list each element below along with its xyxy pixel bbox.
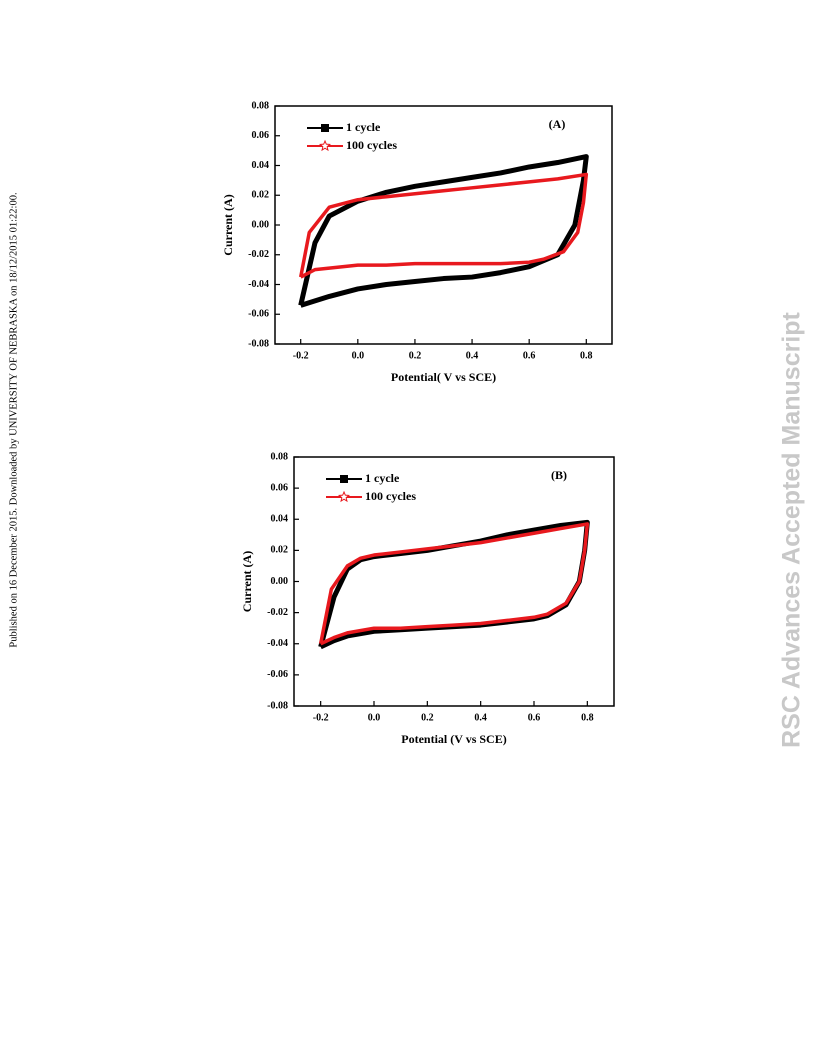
x-tick-label: 0.4	[466, 350, 479, 361]
watermark: RSC Advances Accepted Manuscript	[778, 311, 806, 747]
y-tick-label: -0.06	[267, 669, 288, 680]
side-note: Published on 16 December 2015. Downloade…	[8, 192, 19, 647]
x-tick-label: -0.2	[293, 350, 309, 361]
y-tick-label: -0.08	[267, 700, 288, 711]
cv-curve	[298, 172, 589, 279]
y-tick-label: 0.00	[252, 219, 270, 230]
y-tick-label: 0.06	[271, 482, 289, 493]
y-tick-label: 0.00	[271, 576, 289, 587]
x-tick-label: -0.2	[313, 712, 329, 723]
legend-label: 1 cycle	[365, 471, 400, 485]
y-tick-label: -0.02	[267, 607, 288, 618]
y-tick-label: -0.04	[248, 279, 269, 290]
y-axis-label: Current (A)	[240, 551, 254, 612]
y-tick-label: -0.04	[267, 638, 288, 649]
cv-curve	[318, 519, 590, 650]
panel-label: (B)	[551, 468, 567, 482]
y-tick-label: -0.06	[248, 309, 269, 320]
cv-curve	[298, 154, 589, 308]
x-tick-label: 0.8	[580, 350, 593, 361]
x-tick-label: 0.2	[409, 350, 422, 361]
x-tick-label: 0.0	[368, 712, 381, 723]
y-tick-label: -0.02	[248, 249, 269, 260]
x-tick-label: 0.6	[523, 350, 536, 361]
x-axis-label: Potential (V vs SCE)	[401, 732, 506, 746]
y-tick-label: 0.02	[252, 190, 270, 201]
y-axis-label: Current (A)	[221, 194, 235, 255]
y-tick-label: 0.06	[252, 130, 270, 141]
x-tick-label: 0.4	[474, 712, 487, 723]
x-tick-label: 0.8	[581, 712, 594, 723]
panel-label: (A)	[549, 117, 566, 131]
y-tick-label: 0.08	[271, 451, 289, 462]
legend-marker	[319, 139, 331, 152]
x-axis-label: Potential( V vs SCE)	[391, 370, 496, 384]
y-tick-label: 0.04	[252, 160, 270, 171]
y-tick-label: 0.04	[271, 514, 289, 525]
cv-curve	[318, 522, 590, 646]
legend-label: 1 cycle	[346, 120, 381, 134]
legend-marker	[340, 475, 348, 483]
legend-marker	[338, 490, 350, 503]
x-tick-label: 0.6	[528, 712, 541, 723]
legend-marker	[321, 124, 329, 132]
x-tick-label: 0.2	[421, 712, 434, 723]
y-tick-label: 0.08	[252, 100, 270, 111]
x-tick-label: 0.0	[352, 350, 365, 361]
legend-label: 100 cycles	[365, 489, 416, 503]
y-tick-label: -0.08	[248, 338, 269, 349]
y-tick-label: 0.02	[271, 545, 289, 556]
legend-label: 100 cycles	[346, 138, 397, 152]
